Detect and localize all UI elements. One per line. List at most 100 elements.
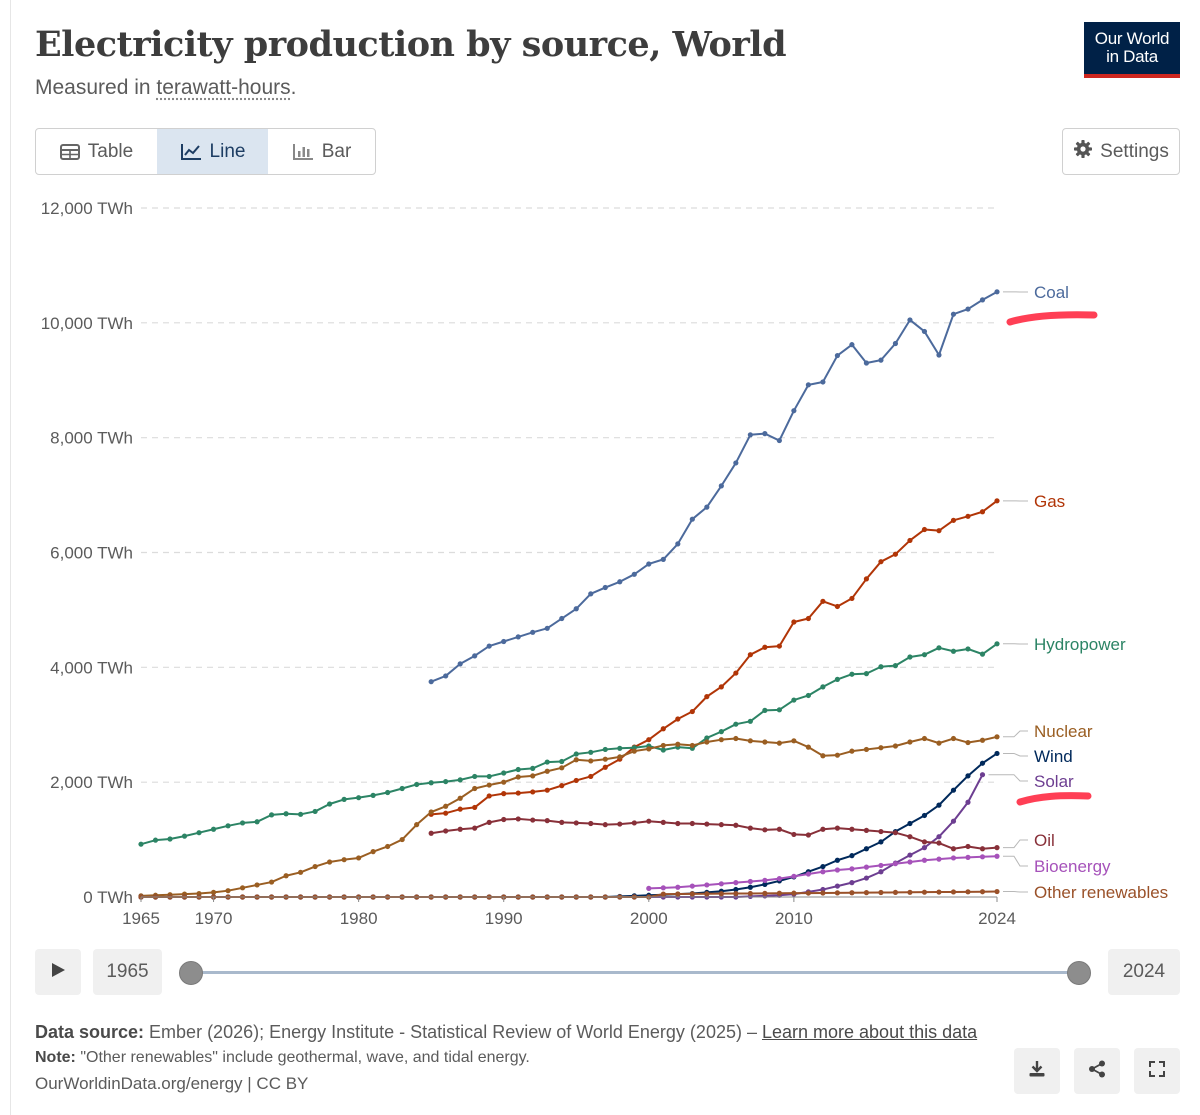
- data-point-hydropower[interactable]: [907, 654, 913, 660]
- data-point-gas[interactable]: [573, 777, 579, 784]
- data-point-gas[interactable]: [791, 619, 797, 625]
- series-line-gas[interactable]: [431, 500, 998, 816]
- data-point-coal[interactable]: [501, 638, 507, 645]
- data-point-nuclear[interactable]: [602, 756, 608, 762]
- data-point-hydropower[interactable]: [472, 773, 478, 780]
- data-point-nuclear[interactable]: [559, 765, 565, 771]
- data-point-hydropower[interactable]: [950, 648, 957, 654]
- data-point-gas[interactable]: [805, 615, 811, 622]
- data-point-oil[interactable]: [428, 830, 434, 836]
- data-point-other-renewables[interactable]: [689, 891, 695, 897]
- data-point-nuclear[interactable]: [646, 746, 652, 752]
- data-point-nuclear[interactable]: [892, 743, 899, 749]
- data-point-oil[interactable]: [820, 826, 826, 832]
- data-point-oil[interactable]: [907, 834, 913, 840]
- data-point-hydropower[interactable]: [312, 808, 318, 815]
- data-point-nuclear[interactable]: [588, 758, 594, 764]
- data-point-hydropower[interactable]: [994, 641, 1000, 647]
- data-point-solar[interactable]: [950, 818, 957, 824]
- data-point-coal[interactable]: [733, 460, 739, 466]
- data-point-hydropower[interactable]: [936, 645, 942, 651]
- legend-label-wind[interactable]: Wind: [1034, 747, 1073, 766]
- data-point-oil[interactable]: [979, 846, 986, 852]
- data-point-coal[interactable]: [602, 584, 608, 591]
- data-point-nuclear[interactable]: [994, 734, 1000, 740]
- data-point-oil[interactable]: [602, 822, 608, 828]
- data-point-nuclear[interactable]: [979, 737, 986, 743]
- data-point-nuclear[interactable]: [965, 739, 971, 746]
- data-point-nuclear[interactable]: [834, 752, 841, 758]
- data-point-hydropower[interactable]: [399, 785, 405, 792]
- data-point-hydropower[interactable]: [414, 781, 420, 788]
- data-point-coal[interactable]: [863, 360, 870, 366]
- data-point-other-renewables[interactable]: [834, 890, 841, 896]
- data-point-wind[interactable]: [849, 853, 855, 859]
- data-point-oil[interactable]: [472, 825, 478, 831]
- data-point-oil[interactable]: [443, 828, 449, 834]
- data-point-hydropower[interactable]: [791, 697, 797, 703]
- data-point-gas[interactable]: [544, 787, 550, 793]
- data-point-other-renewables[interactable]: [747, 890, 753, 897]
- tab-bar[interactable]: Bar: [268, 129, 375, 174]
- data-point-wind[interactable]: [762, 881, 768, 887]
- data-point-coal[interactable]: [979, 297, 986, 303]
- data-point-gas[interactable]: [660, 726, 666, 732]
- data-point-hydropower[interactable]: [660, 747, 666, 753]
- data-point-other-renewables[interactable]: [733, 890, 739, 897]
- data-point-nuclear[interactable]: [399, 836, 405, 843]
- data-point-bioenergy[interactable]: [950, 855, 957, 861]
- data-point-hydropower[interactable]: [573, 751, 579, 757]
- tab-table[interactable]: Table: [36, 129, 157, 174]
- data-point-wind[interactable]: [733, 886, 739, 893]
- data-point-hydropower[interactable]: [225, 823, 231, 829]
- data-point-hydropower[interactable]: [588, 749, 594, 755]
- data-point-bioenergy[interactable]: [994, 853, 1000, 859]
- data-point-coal[interactable]: [530, 629, 536, 635]
- share-button[interactable]: [1074, 1048, 1120, 1094]
- data-point-wind[interactable]: [834, 857, 841, 863]
- data-point-other-renewables[interactable]: [863, 890, 870, 896]
- data-point-hydropower[interactable]: [428, 780, 434, 786]
- data-point-coal[interactable]: [428, 679, 434, 685]
- data-point-coal[interactable]: [747, 432, 753, 438]
- data-point-hydropower[interactable]: [762, 707, 768, 713]
- data-point-oil[interactable]: [457, 826, 463, 832]
- data-point-coal[interactable]: [994, 289, 1000, 295]
- data-point-bioenergy[interactable]: [892, 861, 899, 867]
- data-point-bioenergy[interactable]: [675, 884, 681, 890]
- data-point-gas[interactable]: [559, 783, 565, 789]
- timeline-track[interactable]: [191, 971, 1079, 974]
- data-point-bioenergy[interactable]: [646, 885, 652, 891]
- data-point-hydropower[interactable]: [501, 770, 507, 776]
- end-handle[interactable]: [1067, 961, 1091, 985]
- data-point-nuclear[interactable]: [733, 735, 739, 742]
- data-point-coal[interactable]: [660, 556, 666, 562]
- data-point-gas[interactable]: [472, 804, 478, 811]
- end-year-box[interactable]: 2024: [1108, 949, 1180, 995]
- data-point-nuclear[interactable]: [704, 739, 710, 745]
- play-button[interactable]: [35, 949, 81, 995]
- data-point-hydropower[interactable]: [457, 777, 463, 783]
- data-point-nuclear[interactable]: [501, 779, 507, 785]
- data-point-other-renewables[interactable]: [979, 889, 986, 895]
- data-point-wind[interactable]: [820, 863, 826, 870]
- data-point-gas[interactable]: [588, 773, 594, 780]
- data-point-gas[interactable]: [820, 598, 826, 604]
- data-point-solar[interactable]: [863, 875, 870, 881]
- data-point-nuclear[interactable]: [544, 768, 550, 774]
- data-point-coal[interactable]: [675, 541, 681, 547]
- data-point-nuclear[interactable]: [414, 822, 420, 828]
- data-point-solar[interactable]: [921, 845, 928, 851]
- data-point-wind[interactable]: [863, 846, 870, 852]
- data-point-oil[interactable]: [863, 827, 870, 833]
- data-point-coal[interactable]: [921, 328, 928, 335]
- data-point-oil[interactable]: [660, 819, 666, 825]
- data-point-oil[interactable]: [689, 820, 695, 827]
- data-point-gas[interactable]: [704, 694, 710, 700]
- data-point-bioenergy[interactable]: [776, 876, 782, 882]
- data-point-bioenergy[interactable]: [733, 880, 739, 886]
- data-point-hydropower[interactable]: [544, 759, 550, 765]
- data-point-wind[interactable]: [979, 760, 986, 766]
- data-point-other-renewables[interactable]: [820, 890, 826, 896]
- data-point-nuclear[interactable]: [689, 742, 695, 749]
